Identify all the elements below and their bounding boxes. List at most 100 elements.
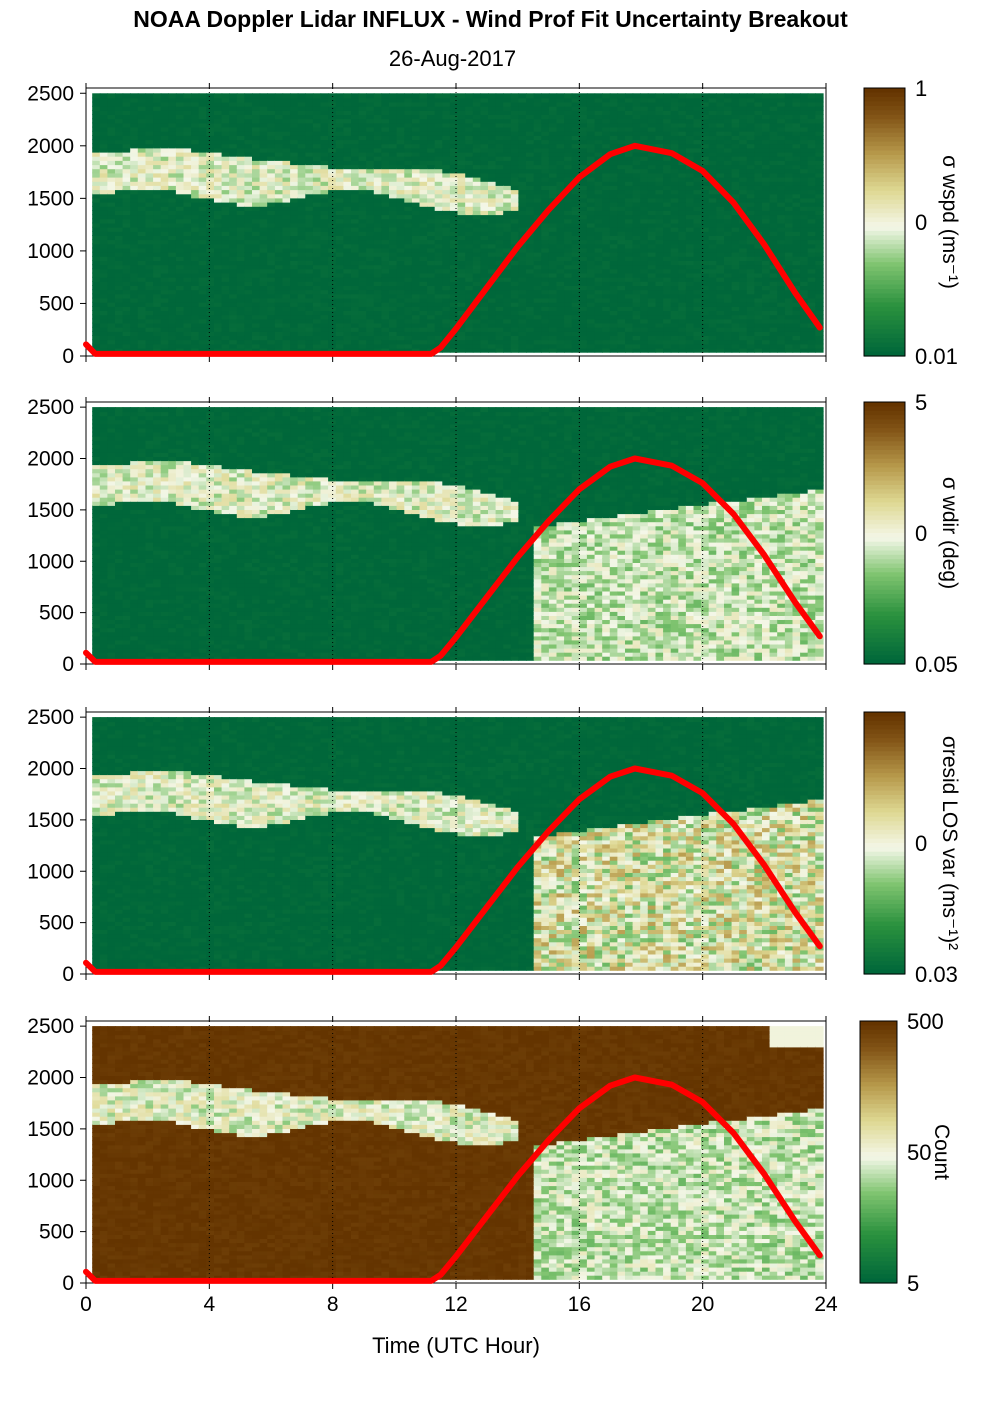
heatmap-cell xyxy=(130,122,139,128)
heatmap-cell xyxy=(259,318,268,324)
heatmap-cell xyxy=(214,226,223,232)
heatmap-cell xyxy=(274,185,284,191)
heatmap-cell xyxy=(130,147,139,153)
heatmap-cell xyxy=(358,93,367,99)
heatmap-cell xyxy=(160,185,169,191)
heatmap-cell xyxy=(267,330,276,336)
heatmap-cell xyxy=(168,339,177,345)
heatmap-cell xyxy=(183,151,192,157)
heatmap-cell xyxy=(122,143,131,149)
heatmap-cell xyxy=(206,139,215,145)
heatmap-cell xyxy=(183,155,192,161)
heatmap-cell xyxy=(274,172,284,178)
heatmap-cell xyxy=(229,301,238,307)
heatmap-cell xyxy=(122,297,131,303)
heatmap-cell xyxy=(130,255,139,261)
heatmap-cell xyxy=(130,276,139,282)
chart-subtitle: 26-Aug-2017 xyxy=(0,46,905,72)
heatmap-cell xyxy=(198,172,207,178)
heatmap-cell xyxy=(191,160,200,166)
heatmap-cell xyxy=(259,289,268,295)
heatmap-cell xyxy=(221,151,230,157)
heatmap-cell xyxy=(297,276,306,282)
heatmap-cell xyxy=(160,130,169,136)
heatmap-cell xyxy=(244,318,253,324)
heatmap-cell xyxy=(183,164,192,170)
heatmap-cell xyxy=(160,201,169,207)
heatmap-cell xyxy=(175,222,185,228)
heatmap-cell xyxy=(137,322,147,328)
heatmap-cell xyxy=(198,326,207,332)
heatmap-cell xyxy=(274,135,284,141)
heatmap-cell xyxy=(541,93,550,99)
heatmap-cell xyxy=(221,301,230,307)
heatmap-cell xyxy=(236,122,246,128)
heatmap-cell xyxy=(290,310,299,316)
heatmap-cell xyxy=(297,305,306,311)
heatmap-cell xyxy=(168,330,177,336)
heatmap-cell xyxy=(175,330,185,336)
heatmap-cell xyxy=(99,305,109,311)
heatmap-cell xyxy=(130,339,139,345)
heatmap-cell xyxy=(305,326,314,332)
heatmap-cell xyxy=(305,172,314,178)
heatmap-cell xyxy=(206,160,215,166)
heatmap-cell xyxy=(92,347,101,353)
heatmap-cell xyxy=(153,285,162,291)
heatmap-cell xyxy=(115,297,124,303)
heatmap-cell xyxy=(259,222,268,228)
heatmap-cell xyxy=(183,247,192,253)
heatmap-cell xyxy=(290,347,299,353)
heatmap-cell xyxy=(274,201,284,207)
heatmap-cell xyxy=(191,305,200,311)
heatmap xyxy=(92,93,824,353)
heatmap-cell xyxy=(267,193,276,199)
heatmap-cell xyxy=(267,222,276,228)
heatmap-cell xyxy=(92,276,101,282)
heatmap-cell xyxy=(175,239,185,245)
heatmap-cell xyxy=(92,126,101,132)
heatmap-cell xyxy=(229,230,238,236)
heatmap-cell xyxy=(115,276,124,282)
heatmap-cell xyxy=(153,339,162,345)
heatmap-cell xyxy=(160,230,169,236)
heatmap-cell xyxy=(282,326,291,332)
heatmap-cell xyxy=(145,197,154,203)
heatmap-cell xyxy=(107,218,116,224)
heatmap-cell xyxy=(160,272,169,278)
heatmap-cell xyxy=(206,205,215,211)
heatmap-cell xyxy=(99,318,109,324)
heatmap-cell xyxy=(290,139,299,145)
heatmap-cell xyxy=(145,164,154,170)
heatmap-cell xyxy=(168,210,177,216)
heatmap-cell xyxy=(153,176,162,182)
heatmap-cell xyxy=(137,168,147,174)
heatmap-cell xyxy=(198,264,207,270)
heatmap-cell xyxy=(259,235,268,241)
heatmap-cell xyxy=(214,139,223,145)
heatmap-cell xyxy=(160,122,169,128)
heatmap-cell xyxy=(130,114,139,120)
heatmap-cell xyxy=(183,109,192,115)
heatmap-cell xyxy=(168,347,177,353)
heatmap-cell xyxy=(236,243,246,249)
heatmap-cell xyxy=(130,330,139,336)
heatmap-cell xyxy=(290,168,299,174)
heatmap-cell xyxy=(259,218,268,224)
heatmap-cell xyxy=(267,343,276,349)
heatmap-cell xyxy=(183,193,192,199)
heatmap-cell xyxy=(389,93,398,99)
heatmap-cell xyxy=(153,280,162,286)
heatmap-cell xyxy=(214,255,223,261)
heatmap-cell xyxy=(244,143,253,149)
heatmap-cell xyxy=(236,93,246,99)
heatmap-cell xyxy=(229,235,238,241)
heatmap-cell xyxy=(267,130,276,136)
heatmap-cell xyxy=(145,122,154,128)
heatmap-cell xyxy=(236,201,246,207)
heatmap-cell xyxy=(274,280,284,286)
heatmap-cell xyxy=(252,264,261,270)
heatmap-cell xyxy=(274,180,284,186)
heatmap-cell xyxy=(115,122,124,128)
heatmap-cell xyxy=(92,218,101,224)
